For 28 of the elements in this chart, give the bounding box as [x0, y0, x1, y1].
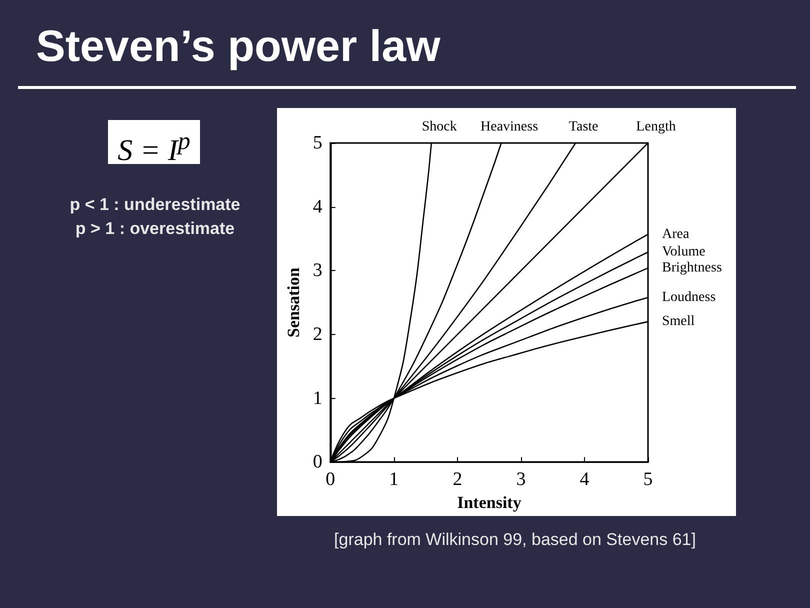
x-tick-label: 1 [389, 469, 399, 490]
x-tick-label: 5 [643, 469, 653, 490]
x-tick-label: 2 [452, 469, 462, 490]
y-tick-label: 3 [312, 260, 322, 282]
text: [graph from Wilkinson 99, based on Stevens 61] [333, 530, 697, 550]
text: p > 1 : overestimate [74, 219, 236, 239]
x-tick-label: 3 [516, 469, 526, 490]
y-tick-label: 2 [312, 324, 322, 345]
y-axis-title: Sensation [284, 267, 303, 338]
chart-title: Steven’s power law [36, 22, 440, 72]
x-tick-label: 4 [580, 469, 590, 490]
y-tick-label: 4 [312, 196, 323, 218]
series-label: Brightness [662, 260, 722, 276]
series-label: Taste [568, 120, 598, 134]
series-label: Smell [662, 314, 695, 330]
series-label: Loudness [662, 290, 716, 305]
series-label: Shock [422, 120, 457, 134]
series-label: Area [662, 226, 690, 242]
y-tick-label: 0 [312, 452, 322, 473]
series-label: Heaviness [480, 120, 538, 134]
x-axis-title: Intensity [457, 493, 522, 512]
y-tick-label: 1 [312, 388, 322, 409]
y-tick-label: 5 [312, 132, 322, 154]
x-tick-label: 0 [326, 469, 336, 490]
series-label: Volume [662, 244, 706, 260]
series-label: Length [636, 120, 676, 134]
text: S = I$^{p}$ [108, 120, 200, 167]
text: p < 1 : underestimate [68, 195, 242, 215]
